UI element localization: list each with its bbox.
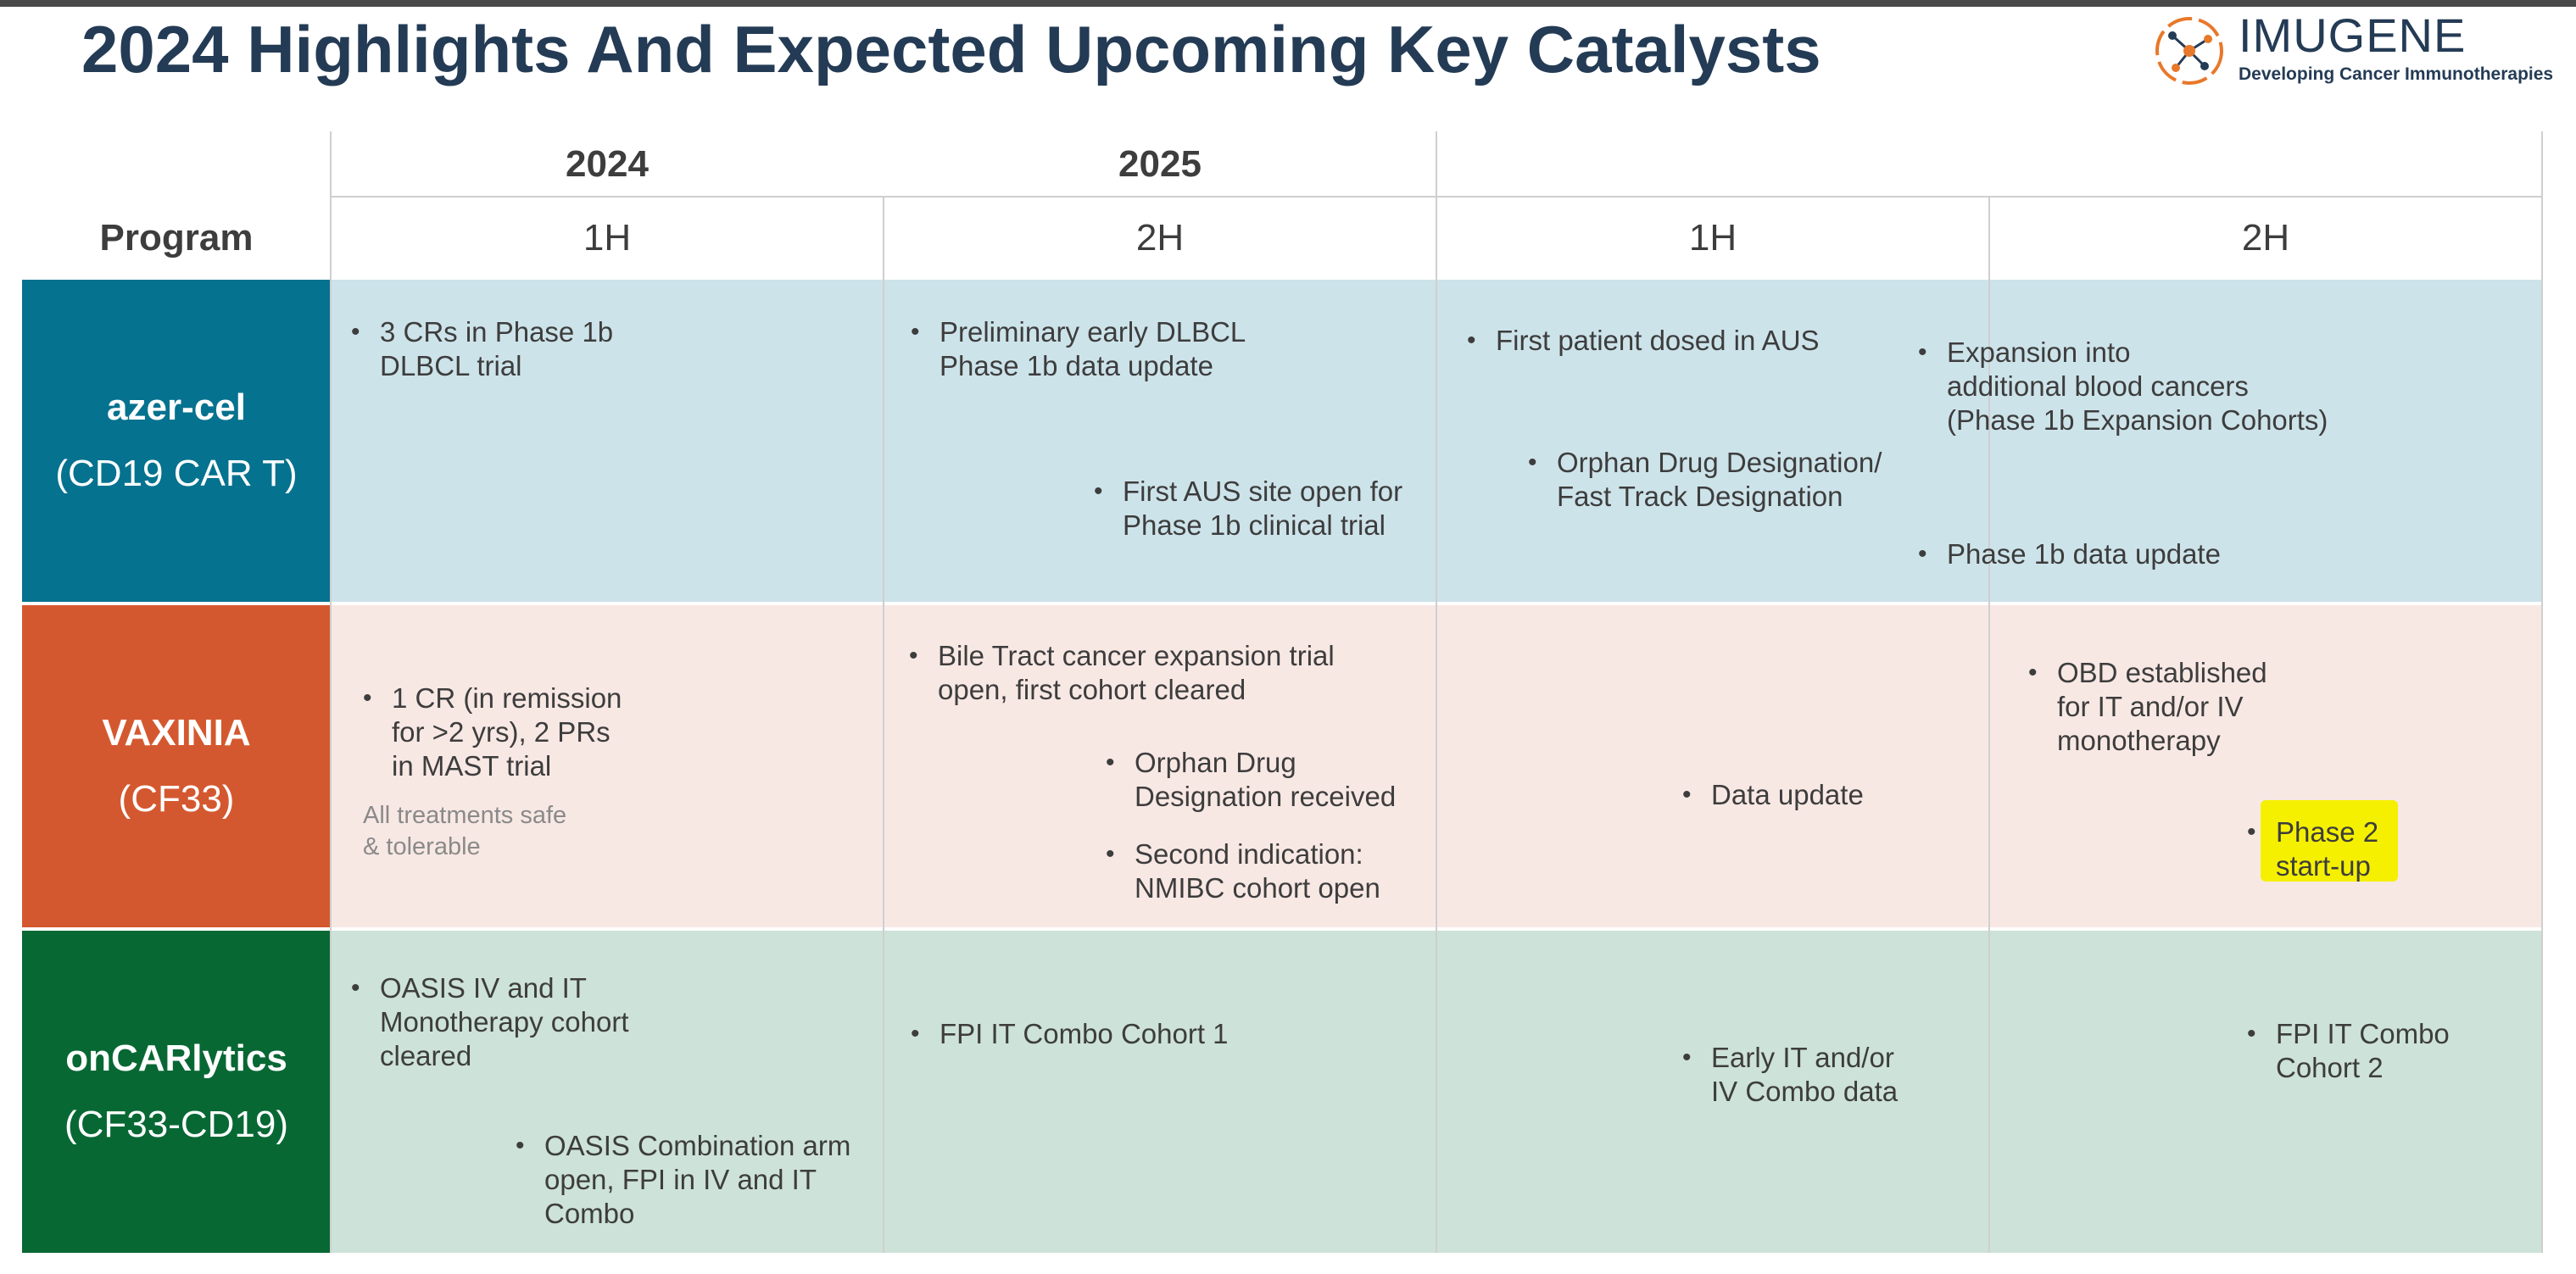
milestone-item: OASIS Combination arm open, FPI in IV an… bbox=[516, 1129, 850, 1231]
milestone-item: Orphan Drug Designation received bbox=[1106, 746, 1396, 814]
logo-tagline: Developing Cancer Immunotherapies bbox=[2239, 64, 2554, 84]
grid-line bbox=[1988, 197, 1990, 1253]
program-code: (CF33-CD19) bbox=[64, 1104, 289, 1145]
milestone-item: Early IT and/or IV Combo data bbox=[1682, 1041, 1898, 1109]
milestone-item: Bile Tract cancer expansion trial open, … bbox=[909, 639, 1335, 707]
program-label-azer-cel: azer-cel (CD19 CAR T) bbox=[22, 280, 331, 602]
grid-line bbox=[883, 197, 884, 1253]
milestone-item: First AUS site open for Phase 1b clinica… bbox=[1094, 475, 1402, 542]
milestone-item: OASIS IV and IT Monotherapy cohort clear… bbox=[351, 971, 629, 1073]
grid-line bbox=[2541, 131, 2543, 1253]
program-name: VAXINIA bbox=[102, 712, 251, 754]
program-label-vaxinia: VAXINIA (CF33) bbox=[22, 605, 331, 927]
half-2025-2h: 2H bbox=[2241, 217, 2290, 259]
milestone-item: Expansion into additional blood cancers … bbox=[1918, 336, 2328, 437]
milestone-item: Phase 2 start-up bbox=[2247, 815, 2378, 883]
year-2025: 2025 bbox=[1118, 143, 1202, 185]
grid-line bbox=[331, 196, 2542, 197]
milestone-item: Preliminary early DLBCL Phase 1b data up… bbox=[911, 315, 1246, 383]
program-code: (CD19 CAR T) bbox=[55, 453, 298, 494]
molecule-logo-icon bbox=[2155, 17, 2223, 85]
half-2024-2h: 2H bbox=[1135, 217, 1185, 259]
logo-name: IMUGENE bbox=[2239, 8, 2467, 62]
company-logo: IMUGENE Developing Cancer Immunotherapie… bbox=[2154, 8, 2554, 93]
milestone-item: FPI IT Combo Cohort 1 bbox=[911, 1017, 1229, 1051]
milestone-item: Data update bbox=[1682, 778, 1864, 812]
year-2024: 2024 bbox=[566, 143, 649, 185]
milestone-item: Orphan Drug Designation/ Fast Track Desi… bbox=[1528, 446, 1882, 514]
top-border bbox=[0, 0, 2576, 7]
program-column-header: Program bbox=[99, 217, 254, 259]
program-label-oncarlytics: onCARlytics (CF33-CD19) bbox=[22, 931, 331, 1253]
program-code: (CF33) bbox=[118, 778, 235, 820]
page-title: 2024 Highlights And Expected Upcoming Ke… bbox=[81, 12, 1821, 86]
milestone-item: 3 CRs in Phase 1b DLBCL trial bbox=[351, 315, 613, 383]
program-name: azer-cel bbox=[107, 387, 246, 428]
safety-note: All treatments safe & tolerable bbox=[363, 802, 567, 860]
half-2024-1h: 1H bbox=[583, 217, 632, 259]
grid-line bbox=[330, 131, 332, 1253]
grid-line bbox=[1436, 131, 1437, 1253]
half-2025-1h: 1H bbox=[1688, 217, 1737, 259]
milestone-item: FPI IT Combo Cohort 2 bbox=[2247, 1017, 2450, 1085]
program-name: onCARlytics bbox=[65, 1038, 287, 1079]
milestone-item: Second indication: NMIBC cohort open bbox=[1106, 837, 1380, 905]
milestone-item: First patient dosed in AUS bbox=[1467, 324, 1820, 358]
milestone-item: Phase 1b data update bbox=[1918, 537, 2221, 571]
milestone-item: 1 CR (in remission for >2 yrs), 2 PRs in… bbox=[363, 682, 622, 783]
milestone-item: OBD established for IT and/or IV monothe… bbox=[2028, 656, 2267, 758]
